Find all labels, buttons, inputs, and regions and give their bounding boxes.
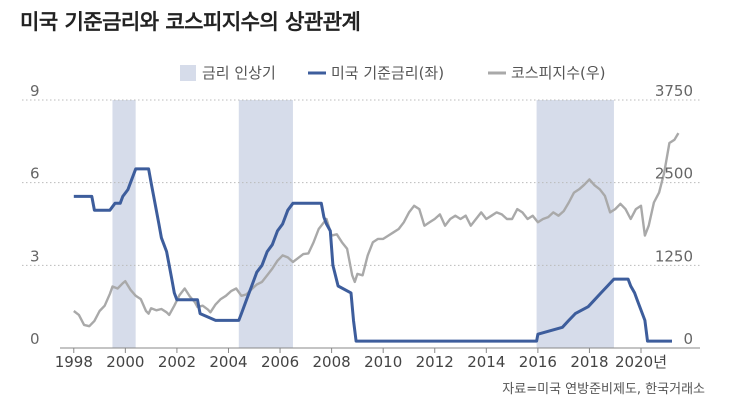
rate-line (73, 167, 672, 343)
chart-title: 미국 기준금리와 코스피지수의 상관관계 (20, 10, 361, 34)
axes: 9 3750 6 2500 3 1250 0 0 1998 2000 2002 2004 2006 200… (30, 82, 700, 371)
x-tick-label: 2008 (313, 353, 351, 371)
source-note: 자료=미국 연방준비제도, 한국거래소 (502, 382, 705, 397)
x-tick-label: 2000 (106, 353, 144, 371)
x-tick-label: 1998 (55, 353, 93, 371)
x-tick-label: 2010 (364, 353, 402, 371)
x-tick-label: 2014 (467, 353, 505, 371)
y-left-tick-label: 6 (30, 165, 40, 183)
shaded-period (112, 100, 136, 348)
x-tick-label: 2002 (158, 353, 196, 371)
y-left-tick-label: 3 (30, 247, 40, 265)
x-tick-label: 2012 (416, 353, 454, 371)
shaded-periods (112, 100, 614, 348)
legend-shade-label: 금리 인상기 (202, 64, 276, 82)
kospi-line (73, 132, 680, 328)
y-left-tick-label: 9 (30, 82, 40, 100)
y-right-tick-label: 1250 (655, 247, 693, 265)
shaded-period (536, 100, 614, 348)
legend-kospi-label: 코스피지수(우) (511, 64, 606, 82)
x-tick-label: 2020년 (615, 353, 667, 371)
rate-series (73, 167, 672, 343)
y-left-tick-label: 0 (30, 330, 40, 348)
legend-rate-label: 미국 기준금리(좌) (331, 64, 444, 82)
kospi-series (73, 132, 680, 328)
legend: 금리 인상기 미국 기준금리(좌) 코스피지수(우) (180, 64, 606, 82)
x-tick-label: 2006 (261, 353, 299, 371)
x-tick-label: 2016 (519, 353, 557, 371)
y-right-tick-label: 3750 (655, 82, 693, 100)
x-tick-label: 2004 (209, 353, 247, 371)
legend-shade-swatch (180, 65, 196, 81)
shaded-period (238, 100, 293, 348)
y-right-tick-label: 2500 (655, 165, 693, 183)
y-right-tick-label: 0 (683, 330, 693, 348)
x-tick-label: 2018 (570, 353, 608, 371)
